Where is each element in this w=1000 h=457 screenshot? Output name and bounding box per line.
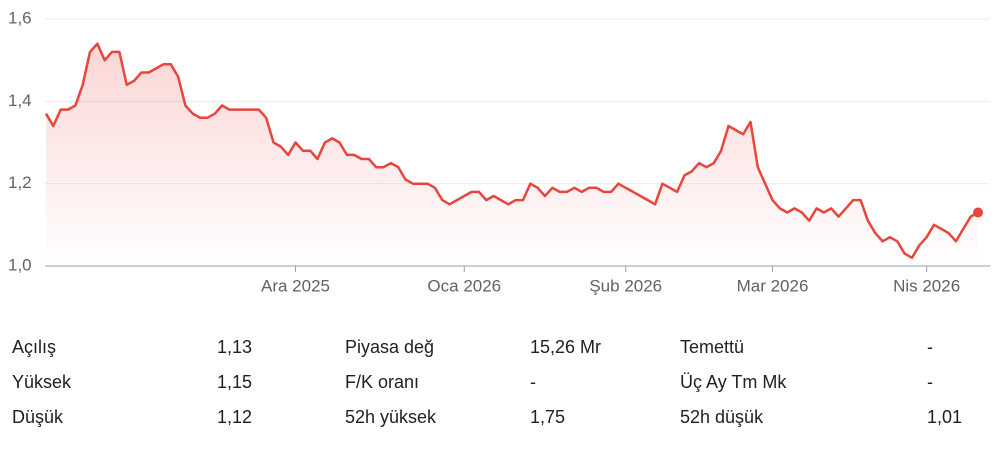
stat-value: 15,26 Mr (530, 337, 601, 357)
y-tick-label: 1,0 (8, 255, 32, 274)
stat-value: - (530, 372, 536, 392)
x-tick-label: Mar 2026 (737, 276, 809, 295)
stat-value: 1,13 (217, 337, 252, 357)
x-tick-label: Şub 2026 (589, 276, 662, 295)
stat-value: - (927, 337, 933, 357)
last-point (973, 207, 983, 218)
y-tick-label: 1,2 (8, 173, 32, 192)
stat-value: - (927, 372, 933, 392)
stat-label: 52h yüksek (345, 407, 437, 427)
stat-value: 1,12 (217, 407, 252, 427)
x-tick-label: Nis 2026 (893, 276, 960, 295)
area-fill (46, 43, 978, 267)
stat-value: 1,15 (217, 372, 252, 392)
x-tick-label: Oca 2026 (427, 276, 501, 295)
y-tick-label: 1,6 (8, 8, 32, 27)
stat-label: 52h düşük (680, 407, 764, 427)
x-tick-label: Ara 2025 (261, 276, 330, 295)
y-tick-label: 1,4 (8, 91, 32, 110)
stat-label: F/K oranı (345, 372, 419, 392)
stat-label: Temettü (680, 337, 744, 357)
stat-label: Piyasa değ (345, 337, 434, 357)
stat-label: Düşük (12, 407, 64, 427)
price-line (44, 42, 979, 260)
stat-label: Üç Ay Tm Mk (680, 372, 787, 392)
stat-label: Açılış (12, 337, 56, 357)
stat-label: Yüksek (12, 372, 72, 392)
stat-value: 1,01 (927, 407, 962, 427)
stat-value: 1,75 (530, 407, 565, 427)
